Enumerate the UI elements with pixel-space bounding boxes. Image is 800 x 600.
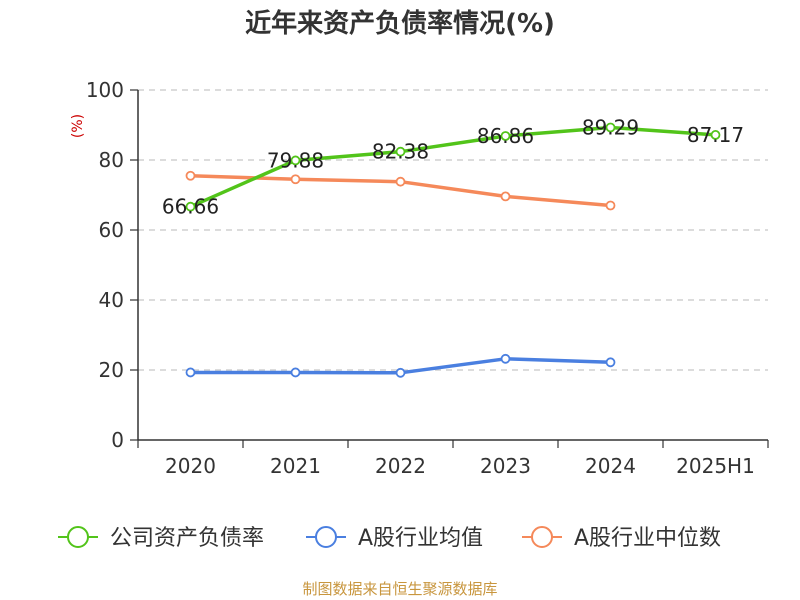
y-tick-label: 100 bbox=[86, 78, 124, 102]
data-point bbox=[290, 174, 301, 185]
data-point bbox=[605, 122, 616, 133]
data-point bbox=[185, 367, 196, 378]
data-point bbox=[500, 353, 511, 364]
y-tick-label: 0 bbox=[111, 428, 124, 452]
gridlines bbox=[138, 89, 768, 371]
data-label: 79.88 bbox=[267, 148, 324, 172]
data-point bbox=[185, 201, 196, 212]
legend-marker bbox=[67, 526, 89, 548]
data-point bbox=[395, 146, 406, 157]
x-tick-label: 2020 bbox=[165, 454, 216, 478]
legend-marker bbox=[315, 526, 337, 548]
series-0 bbox=[185, 122, 721, 212]
data-label: 86.86 bbox=[477, 124, 534, 148]
x-tick-label: 2021 bbox=[270, 454, 321, 478]
data-labels: 66.66 79.88 82.38 86.86 89.29 87.17 bbox=[162, 115, 744, 218]
legend-item-2[interactable]: A股行业中位数 bbox=[522, 526, 721, 551]
data-label: 66.66 bbox=[162, 195, 219, 219]
axes bbox=[130, 89, 769, 448]
data-point bbox=[185, 170, 196, 181]
x-ticks: 2020 2021 2022 2023 2024 2025H1 bbox=[165, 454, 755, 478]
y-tick-label: 60 bbox=[99, 218, 124, 242]
x-tick-label: 2025H1 bbox=[676, 454, 755, 478]
legend-item-1[interactable]: A股行业均值 bbox=[306, 526, 483, 551]
data-label: 82.38 bbox=[372, 140, 429, 164]
x-tick-label: 2022 bbox=[375, 454, 426, 478]
legend-label: A股行业中位数 bbox=[574, 526, 721, 551]
y-ticks: 0 20 40 60 80 100 bbox=[86, 78, 124, 452]
data-point bbox=[395, 367, 406, 378]
data-point bbox=[605, 200, 616, 211]
x-tick-label: 2024 bbox=[585, 454, 636, 478]
series-1 bbox=[185, 353, 616, 378]
series-line bbox=[189, 125, 716, 209]
data-point bbox=[500, 131, 511, 141]
data-label: 89.29 bbox=[582, 115, 639, 139]
legend-label: 公司资产负债率 bbox=[110, 526, 264, 551]
legend-item-0[interactable]: 公司资产负债率 bbox=[58, 526, 264, 551]
data-point bbox=[605, 357, 616, 368]
chart-title: 近年来资产负债率情况(%) bbox=[245, 8, 555, 39]
legend-label: A股行业均值 bbox=[358, 526, 483, 551]
footer-source: 制图数据来自恒生聚源数据库 bbox=[302, 580, 497, 598]
data-label: 87.17 bbox=[687, 123, 744, 147]
data-point bbox=[710, 130, 721, 140]
y-tick-label: 80 bbox=[99, 148, 124, 172]
x-tick-label: 2023 bbox=[480, 454, 531, 478]
y-tick-label: 40 bbox=[99, 288, 124, 312]
data-point bbox=[395, 176, 406, 187]
data-point bbox=[500, 191, 511, 202]
data-point bbox=[290, 367, 301, 378]
data-point bbox=[290, 155, 301, 166]
series-lines bbox=[185, 122, 721, 378]
y-axis-label: (%) bbox=[70, 114, 86, 138]
legend-marker bbox=[531, 526, 553, 548]
series-2 bbox=[185, 170, 616, 211]
y-tick-label: 20 bbox=[99, 358, 124, 382]
legend[interactable]: 公司资产负债率 A股行业均值 A股行业中位数 bbox=[58, 526, 721, 551]
